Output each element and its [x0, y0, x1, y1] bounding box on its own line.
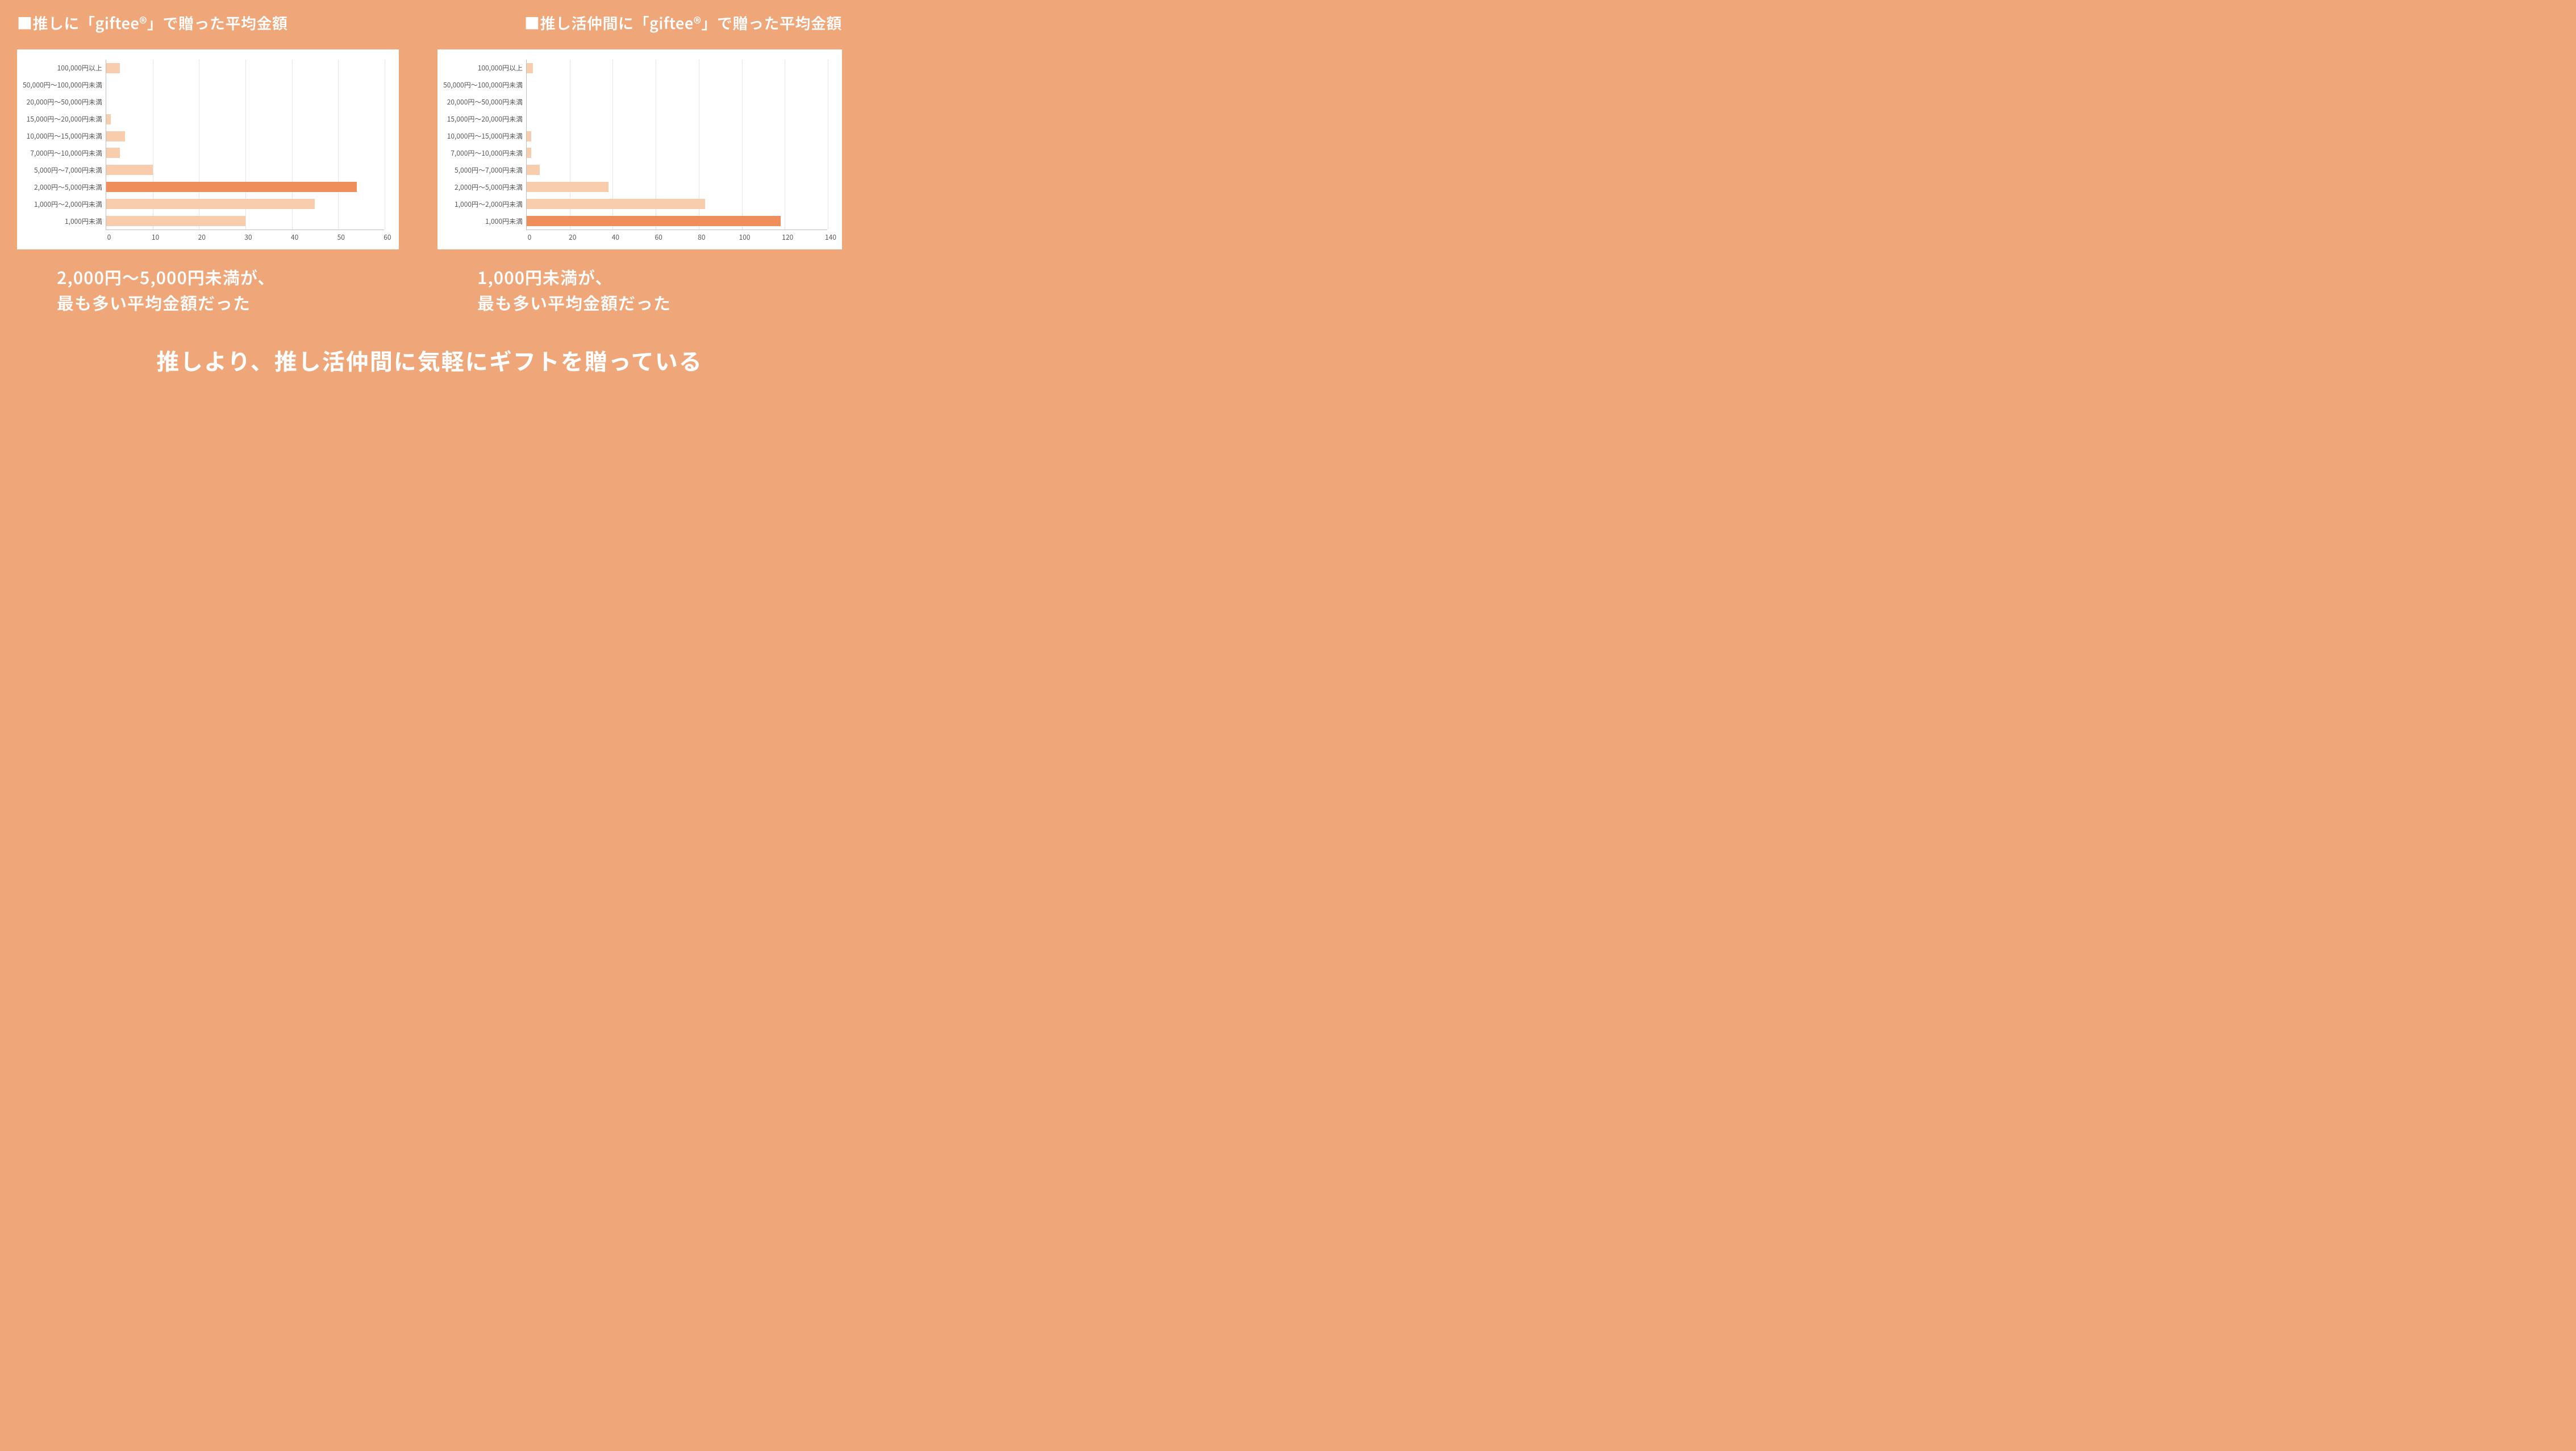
- y-label: 7,000円～10,000円未満: [30, 145, 102, 162]
- x-tick: 0: [107, 232, 111, 242]
- x-tick: 50: [337, 232, 345, 242]
- chart-body: 100,000円以上50,000円～100,000円未満20,000円～50,0…: [443, 60, 831, 230]
- caption-line: 最も多い平均金額だった: [57, 290, 251, 315]
- bar-slot: [527, 195, 827, 212]
- x-tick: 40: [612, 232, 619, 242]
- y-label: 7,000円～10,000円未満: [451, 145, 523, 162]
- right-caption: 1,000円未満が、最も多い平均金額だった: [437, 264, 842, 315]
- plot-area: [526, 60, 827, 230]
- left-chart: 100,000円以上50,000円～100,000円未満20,000円～50,0…: [17, 49, 399, 249]
- y-label: 10,000円～15,000円未満: [27, 128, 102, 145]
- bar-slot: [106, 94, 384, 111]
- bar: [527, 63, 533, 73]
- charts-row: 100,000円以上50,000円～100,000円未満20,000円～50,0…: [0, 34, 859, 315]
- bar-slot: [106, 128, 384, 145]
- bar-slot: [106, 60, 384, 77]
- x-tick: 20: [198, 232, 206, 242]
- bar: [527, 199, 705, 209]
- bar-slot: [527, 161, 827, 178]
- right-chart: 100,000円以上50,000円～100,000円未満20,000円～50,0…: [437, 49, 842, 249]
- bar-slot: [106, 145, 384, 162]
- y-label: 2,000円～5,000円未満: [34, 179, 102, 196]
- bar: [106, 131, 125, 141]
- x-axis: 020406080100120140: [530, 230, 831, 241]
- y-axis-labels: 100,000円以上50,000円～100,000円未満20,000円～50,0…: [443, 60, 526, 230]
- bar: [106, 199, 315, 209]
- bar-slot: [527, 94, 827, 111]
- bar-slot: [527, 178, 827, 195]
- plot-area: [106, 60, 384, 230]
- bar: [527, 165, 540, 175]
- bar-slot: [106, 195, 384, 212]
- x-tick: 20: [569, 232, 576, 242]
- chart-body: 100,000円以上50,000円～100,000円未満20,000円～50,0…: [23, 60, 387, 230]
- bars-container: [527, 60, 827, 230]
- y-label: 10,000円～15,000円未満: [447, 128, 523, 145]
- y-label: 50,000円～100,000円未満: [443, 77, 523, 94]
- x-tick: 60: [384, 232, 391, 242]
- y-label: 50,000円～100,000円未満: [23, 77, 102, 94]
- right-chart-block: 100,000円以上50,000円～100,000円未満20,000円～50,0…: [437, 49, 842, 315]
- left-chart-block: 100,000円以上50,000円～100,000円未満20,000円～50,0…: [17, 49, 399, 315]
- bar: [527, 148, 531, 158]
- y-label: 20,000円～50,000円未満: [447, 94, 523, 111]
- bar: [106, 216, 245, 226]
- left-chart-title: ■推しに「giftee®」で贈った平均金額: [17, 11, 288, 34]
- caption-line: 最も多い平均金額だった: [477, 290, 671, 315]
- right-chart-title: ■推し活仲間に「giftee®」で贈った平均金額: [524, 11, 842, 34]
- bar-slot: [106, 77, 384, 94]
- bar-slot: [527, 212, 827, 230]
- y-label: 1,000円～2,000円未満: [34, 196, 102, 213]
- y-label: 20,000円～50,000円未満: [27, 94, 102, 111]
- x-tick: 120: [782, 232, 793, 242]
- bar-slot: [106, 178, 384, 195]
- bar-slot: [527, 77, 827, 94]
- bar-slot: [527, 111, 827, 128]
- bar: [106, 165, 153, 175]
- caption-line: 1,000円未満が、: [477, 264, 612, 289]
- y-label: 15,000円～20,000円未満: [27, 111, 102, 128]
- x-tick: 10: [152, 232, 159, 242]
- y-label: 5,000円～7,000円未満: [34, 162, 102, 179]
- x-axis: 0102030405060: [109, 230, 387, 241]
- bar: [106, 63, 120, 73]
- x-tick: 60: [655, 232, 662, 242]
- y-axis-labels: 100,000円以上50,000円～100,000円未満20,000円～50,0…: [23, 60, 106, 230]
- caption-line: 2,000円～5,000円未満が、: [57, 264, 275, 289]
- y-label: 15,000円～20,000円未満: [447, 111, 523, 128]
- y-label: 2,000円～5,000円未満: [455, 179, 523, 196]
- left-caption: 2,000円～5,000円未満が、最も多い平均金額だった: [17, 264, 399, 315]
- bars-container: [106, 60, 384, 230]
- bar-slot: [527, 60, 827, 77]
- x-tick: 100: [739, 232, 751, 242]
- y-label: 1,000円未満: [65, 213, 102, 230]
- bar: [106, 114, 111, 124]
- bar-slot: [527, 128, 827, 145]
- bar-slot: [527, 145, 827, 162]
- y-label: 1,000円未満: [485, 213, 523, 230]
- footer-text: 推しより、推し活仲間に気軽にギフトを贈っている: [0, 344, 859, 377]
- x-tick: 30: [244, 232, 252, 242]
- x-tick: 0: [528, 232, 532, 242]
- bar: [527, 182, 608, 192]
- y-label: 100,000円以上: [57, 60, 102, 77]
- x-tick: 40: [291, 232, 298, 242]
- titles-row: ■推しに「giftee®」で贈った平均金額 ■推し活仲間に「giftee®」で贈…: [0, 0, 859, 34]
- bar: [527, 131, 531, 141]
- bar-slot: [106, 111, 384, 128]
- bar: [106, 148, 120, 158]
- y-label: 1,000円～2,000円未満: [455, 196, 523, 213]
- bar-slot: [106, 161, 384, 178]
- x-tick: 80: [698, 232, 705, 242]
- bar-highlight: [106, 182, 357, 192]
- bar-highlight: [527, 216, 781, 226]
- y-label: 100,000円以上: [478, 60, 523, 77]
- y-label: 5,000円～7,000円未満: [455, 162, 523, 179]
- bar-slot: [106, 212, 384, 230]
- x-tick: 140: [825, 232, 836, 242]
